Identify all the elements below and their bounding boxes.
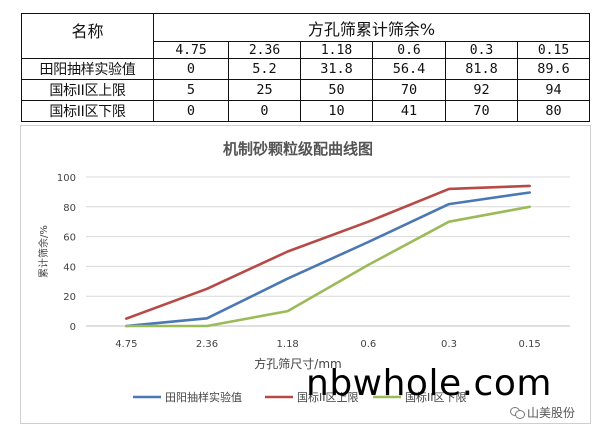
x-tick-label: 0.6 bbox=[360, 339, 376, 350]
table-cell: 10 bbox=[300, 100, 373, 122]
name-header: 名称 bbox=[21, 13, 154, 59]
x-axis-title: 方孔筛尺寸/mm bbox=[254, 356, 341, 371]
sieve-size: 0.15 bbox=[517, 41, 590, 59]
sieve-size: 0.3 bbox=[445, 41, 518, 59]
y-tick-label: 0 bbox=[70, 322, 76, 333]
table-cell: 50 bbox=[300, 79, 373, 101]
sieve-size: 2.36 bbox=[228, 41, 301, 59]
series-line-1 bbox=[125, 191, 532, 328]
y-tick-label: 60 bbox=[63, 233, 76, 244]
watermark-url: nbwhole.com bbox=[306, 363, 552, 404]
grading-table: 名称 方孔筛累计筛余% 4.75 2.36 1.18 0.6 0.3 0.15 … bbox=[21, 13, 590, 122]
y-axis-title: 累计筛余/% bbox=[37, 225, 50, 278]
sieve-size: 0.6 bbox=[372, 41, 446, 59]
wechat-icon bbox=[510, 407, 525, 419]
x-tick-label: 0.3 bbox=[441, 339, 457, 350]
watermark-brand: 山美股份 bbox=[510, 404, 575, 421]
legend-label: 国标II区上限 bbox=[297, 390, 359, 404]
x-tick-label: 4.75 bbox=[115, 339, 137, 350]
table-cell: 5 bbox=[153, 79, 229, 101]
row-label: 国标II区上限 bbox=[21, 79, 154, 101]
row-label: 国标II区下限 bbox=[21, 100, 154, 122]
table-cell: 25 bbox=[228, 79, 301, 101]
table-cell: 92 bbox=[445, 79, 518, 101]
table-row: 国标II区上限 5 25 50 70 92 94 bbox=[21, 79, 590, 101]
table-row: 田阳抽样实验值 0 5.2 31.8 56.4 81.8 89.6 bbox=[21, 58, 590, 80]
x-tick-label: 1.18 bbox=[277, 339, 299, 350]
sieve-group-header: 方孔筛累计筛余% bbox=[153, 13, 590, 42]
series-line-2 bbox=[125, 184, 532, 320]
legend-label: 国标II区下限 bbox=[405, 390, 467, 404]
brand-name: 山美股份 bbox=[527, 406, 576, 420]
y-tick-label: 80 bbox=[63, 203, 76, 214]
table-cell: 56.4 bbox=[372, 58, 446, 80]
grading-curve-chart: 机制砂颗粒级配曲线图 0 20 40 60 80 100 4.75 2.36 1.18 0.6 0.3… bbox=[37, 140, 570, 404]
table-cell: 0 bbox=[153, 100, 229, 122]
chart-area: 机制砂颗粒级配曲线图 0 20 40 60 80 100 4.75 2.36 1.18 0.6 0.3… bbox=[20, 125, 591, 424]
table-cell: 0 bbox=[228, 100, 301, 122]
table-cell: 89.6 bbox=[517, 58, 590, 80]
table-cell: 0 bbox=[153, 58, 229, 80]
series-line-3 bbox=[125, 205, 532, 328]
table-row: 国标II区下限 0 0 10 41 70 80 bbox=[21, 100, 590, 122]
y-tick-label: 100 bbox=[57, 173, 76, 184]
y-tick-label: 20 bbox=[63, 292, 76, 303]
chart-title: 机制砂颗粒级配曲线图 bbox=[223, 140, 373, 158]
sieve-size: 1.18 bbox=[300, 41, 373, 59]
table-cell: 94 bbox=[517, 79, 590, 101]
table-cell: 80 bbox=[517, 100, 590, 122]
x-tick-label: 2.36 bbox=[196, 339, 218, 350]
table-cell: 70 bbox=[445, 100, 518, 122]
table-cell: 5.2 bbox=[228, 58, 301, 80]
row-label: 田阳抽样实验值 bbox=[21, 58, 154, 80]
y-tick-label: 40 bbox=[63, 262, 76, 273]
table-cell: 70 bbox=[372, 79, 446, 101]
table-cell: 41 bbox=[372, 100, 446, 122]
table-cell: 81.8 bbox=[445, 58, 518, 80]
x-tick-label: 0.15 bbox=[519, 339, 541, 350]
table-cell: 31.8 bbox=[300, 58, 373, 80]
legend-label: 田阳抽样实验值 bbox=[165, 390, 242, 404]
sieve-size: 4.75 bbox=[153, 41, 229, 59]
